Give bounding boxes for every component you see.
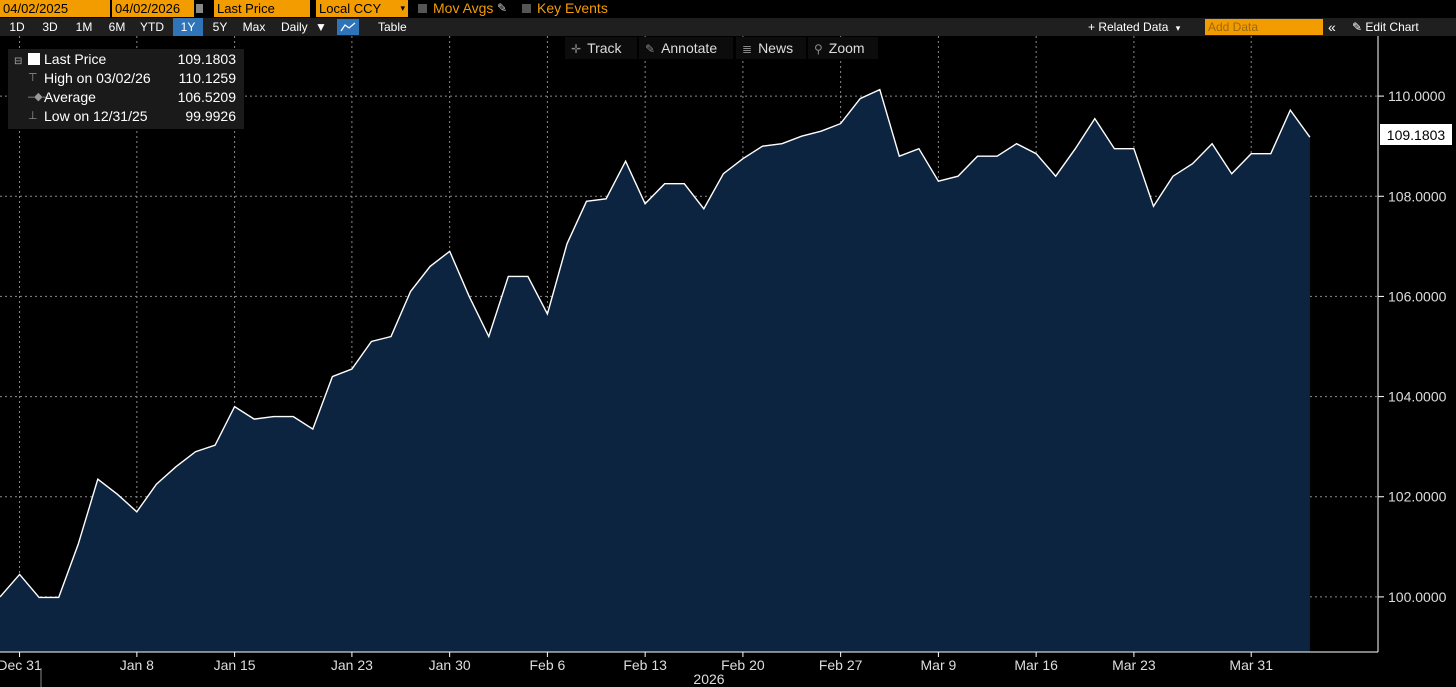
zoom-button[interactable]: ⚲ Zoom: [808, 37, 878, 59]
legend-row-average[interactable]: –◆– Average 106.5209: [8, 88, 244, 107]
legend-row-low[interactable]: ⊥ Low on 12/31/25 99.9926: [8, 107, 244, 126]
range-button[interactable]: 3D: [42, 20, 58, 34]
y-tick-label: 104.0000: [1388, 389, 1447, 405]
collapse-box-icon[interactable]: ⊟: [14, 56, 23, 67]
legend-low-label: Low on 12/31/25: [44, 108, 148, 124]
currency-value: Local CCY: [319, 1, 382, 16]
x-tick-label: Jan 23: [331, 657, 373, 673]
news-label: News: [758, 40, 794, 56]
y-tick-label: 110.0000: [1388, 88, 1446, 104]
legend-average-value: 106.5209: [177, 89, 236, 105]
calendar-icon[interactable]: [196, 4, 203, 13]
last-value-marker: 109.1803: [1380, 124, 1452, 145]
last-value-label: 109.1803: [1387, 127, 1446, 143]
triangle-down-icon: ▼: [315, 20, 327, 34]
track-label: Track: [587, 40, 622, 56]
frequency-dropdown[interactable]: Daily ▼: [281, 18, 327, 36]
range-button[interactable]: 1M: [75, 20, 93, 34]
field-value: Last Price: [217, 1, 275, 16]
range-button-active[interactable]: 1Y: [173, 18, 203, 36]
chevron-down-icon: ▾: [400, 3, 405, 13]
x-tick-label: Mar 31: [1229, 657, 1273, 673]
line-chart-icon: [340, 22, 356, 32]
last-value-box: [1380, 124, 1452, 145]
range-button[interactable]: Max: [242, 20, 266, 34]
range-button[interactable]: YTD: [140, 20, 164, 34]
x-tick-label: Mar 16: [1014, 657, 1058, 673]
price-line: [0, 88, 1311, 599]
legend-row-last[interactable]: ⊟ Last Price 109.1803: [8, 50, 244, 69]
edit-chart-button[interactable]: ✎ Edit Chart: [1352, 18, 1419, 36]
range-button[interactable]: 6M: [108, 20, 126, 34]
news-icon: ≣: [742, 42, 753, 56]
key-events-label[interactable]: Key Events: [537, 0, 608, 16]
field-selector[interactable]: Last Price: [214, 0, 310, 17]
range-button[interactable]: 5Y: [212, 20, 228, 34]
legend-panel: ⊟ Last Price 109.1803 ⊤ High on 03/02/26…: [8, 49, 244, 129]
x-tick-label: Feb 13: [623, 657, 667, 673]
average-marker-icon: –◆–: [28, 91, 49, 103]
start-date-value: 04/02/2025: [3, 1, 69, 16]
legend-last-value: 109.1803: [177, 51, 236, 67]
y-tick-label: 102.0000: [1388, 489, 1447, 505]
pencil-icon[interactable]: ✎: [497, 1, 508, 15]
legend-high-label: High on 03/02/26: [44, 70, 151, 86]
x-tick-label: Feb 27: [819, 657, 863, 673]
year-label: 2026: [693, 671, 724, 687]
table-button[interactable]: Table: [378, 20, 407, 34]
legend-row-high[interactable]: ⊤ High on 03/02/26 110.1259: [8, 69, 244, 88]
wrench-icon: ✎: [1352, 20, 1363, 34]
x-tick-label: Dec 31: [0, 657, 42, 673]
price-area-fill: [0, 89, 1310, 653]
related-data-label: + Related Data: [1088, 20, 1169, 34]
x-axis: Dec 31 Jan 8 Jan 15 Jan 23 Jan 30 Feb 6 Feb 13…: [0, 652, 1273, 673]
x-tick-label: Mar 9: [921, 657, 957, 673]
x-tick-label: Jan 15: [214, 657, 256, 673]
track-button[interactable]: ✛ Track: [565, 37, 637, 59]
y-axis: 100.0000 102.0000 104.0000 106.0000 108.0000…: [1378, 88, 1447, 605]
legend-high-value: 110.1259: [178, 70, 236, 86]
frequency-value: Daily: [281, 20, 308, 34]
low-marker-icon: ⊥: [28, 110, 38, 122]
x-tick-label: Jan 8: [120, 657, 154, 673]
high-marker-icon: ⊤: [28, 72, 38, 84]
news-button[interactable]: ≣ News: [736, 37, 806, 59]
y-tick-label: 106.0000: [1388, 288, 1447, 304]
legend-last-label: Last Price: [44, 51, 107, 67]
chevron-down-icon: ▾: [1175, 23, 1181, 33]
range-toolbar: 1D 3D 1M 6M YTD 1Y 5Y Max Daily ▼ Table …: [0, 18, 1456, 36]
magnifier-icon: ⚲: [814, 42, 823, 56]
collapse-icon[interactable]: «: [1328, 19, 1336, 35]
x-tick-label: Jan 30: [429, 657, 471, 673]
crosshair-icon: ✛: [571, 42, 582, 56]
series-swatch: [28, 53, 40, 65]
legend-average-label: Average: [44, 89, 96, 105]
mov-avgs-label[interactable]: Mov Avgs: [433, 0, 494, 16]
end-date-value: 04/02/2026: [115, 1, 181, 16]
legend-low-value: 99.9926: [185, 108, 236, 124]
annotate-button[interactable]: ✎ Annotate: [639, 37, 733, 59]
add-data-input[interactable]: [1205, 19, 1323, 35]
zoom-label: Zoom: [828, 40, 865, 56]
key-events-checkbox[interactable]: [522, 4, 531, 13]
end-date-field[interactable]: 04/02/2026: [112, 0, 203, 17]
pen-icon: ✎: [645, 42, 656, 56]
x-tick-label: Feb 20: [721, 657, 765, 673]
range-button[interactable]: 1D: [9, 20, 25, 34]
edit-chart-label: Edit Chart: [1365, 20, 1419, 34]
y-tick-label: 100.0000: [1388, 589, 1447, 605]
mov-avgs-checkbox[interactable]: [418, 4, 427, 13]
annotate-label: Annotate: [661, 40, 718, 56]
top-toolbar: 04/02/2025 - 04/02/2026 Last Price Local…: [0, 0, 1456, 18]
y-tick-label: 108.0000: [1388, 188, 1447, 204]
currency-dropdown[interactable]: Local CCY ▾: [316, 0, 408, 17]
line-chart-toggle[interactable]: [337, 19, 359, 35]
x-tick-label: Mar 23: [1112, 657, 1156, 673]
related-data-dropdown[interactable]: + Related Data ▾: [1088, 18, 1180, 37]
x-tick-label: Feb 6: [529, 657, 565, 673]
